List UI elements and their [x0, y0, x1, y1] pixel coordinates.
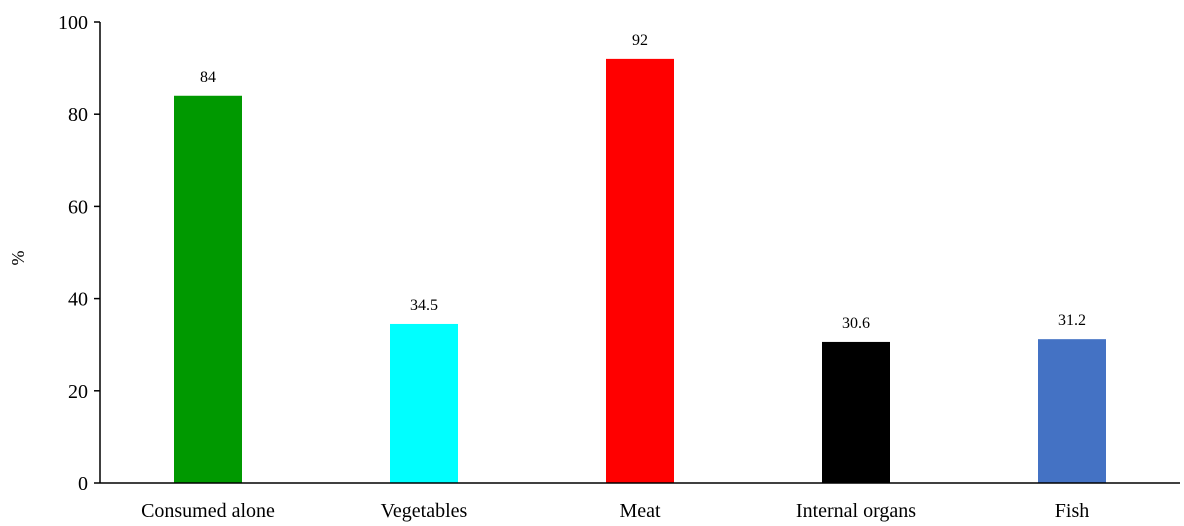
y-tick-label: 100 — [58, 12, 88, 34]
category-label: Internal organs — [796, 500, 916, 522]
category-label: Meat — [619, 500, 661, 522]
data-label: 84 — [200, 69, 216, 86]
category-label: Consumed alone — [141, 500, 275, 522]
data-label: 31.2 — [1058, 312, 1086, 329]
data-label: 92 — [632, 32, 648, 49]
category-label: Vegetables — [381, 500, 468, 522]
y-axis-ticks: 0 20 40 60 80 100 — [58, 12, 100, 495]
data-label: 30.6 — [842, 315, 870, 332]
bars — [174, 58, 1106, 483]
y-tick-label: 60 — [68, 196, 88, 218]
data-label: 34.5 — [410, 297, 438, 314]
y-axis-title: % — [8, 251, 28, 266]
category-labels: Consumed alone Vegetables Meat Internal org… — [141, 500, 1089, 522]
y-tick-label: 40 — [68, 289, 88, 311]
data-labels: 84 34.5 92 30.6 31.2 — [200, 32, 1086, 332]
bar-fish — [1038, 339, 1106, 483]
y-tick-label: 20 — [68, 381, 88, 403]
bar-internal-organs — [822, 341, 890, 483]
bar-consumed-alone — [174, 95, 242, 483]
y-tick-label: 80 — [68, 104, 88, 126]
bar-vegetables — [390, 323, 458, 483]
bar-meat — [606, 58, 674, 483]
category-label: Fish — [1055, 500, 1089, 522]
y-tick-label: 0 — [78, 473, 88, 495]
